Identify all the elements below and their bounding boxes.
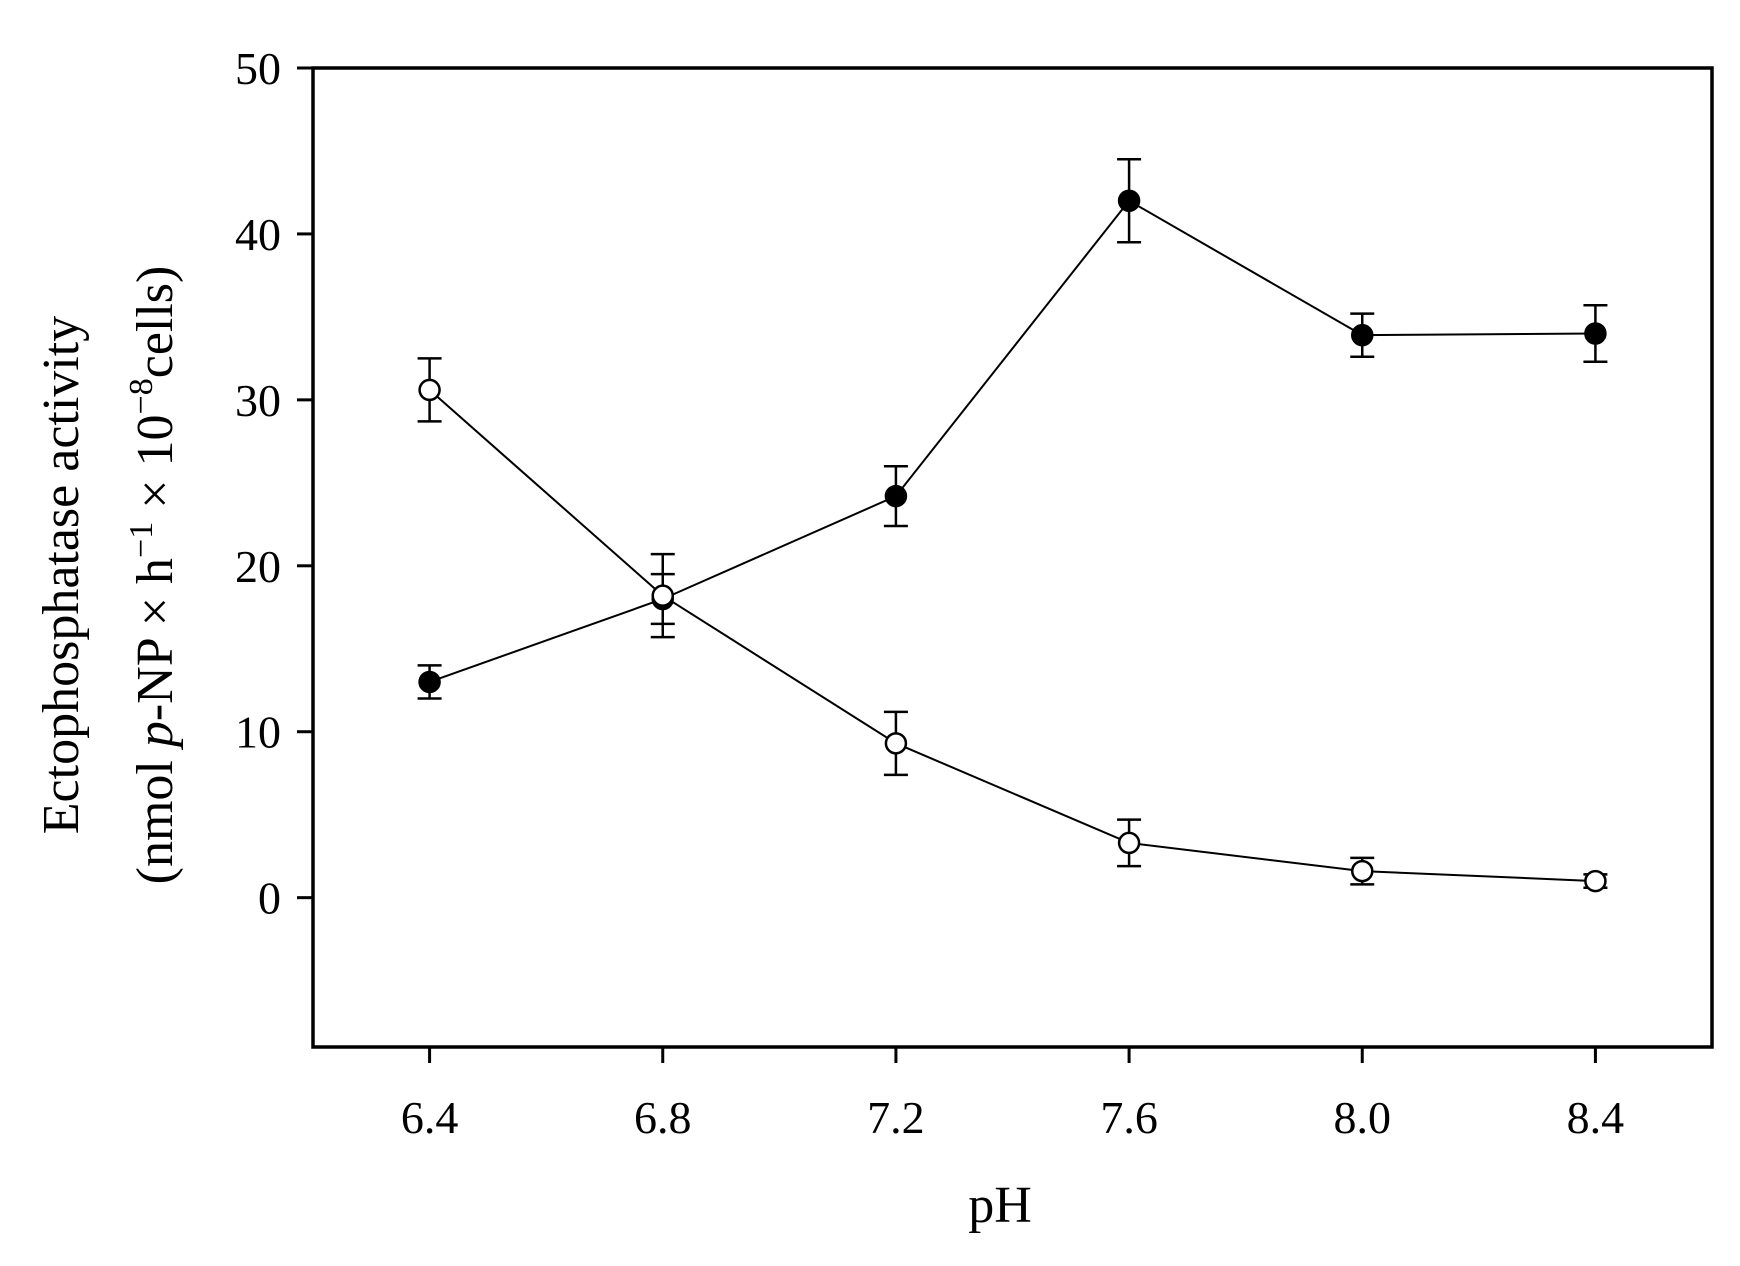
y-tick-label: 10 [235,707,281,758]
data-point [884,732,908,755]
x-tick-label: 6.8 [634,1092,692,1143]
data-point [1117,831,1141,855]
data-point [418,378,441,402]
y-tick-label: 20 [235,541,281,592]
plot-frame [311,66,1714,1049]
y-axis-title-line2: (nmol p-NP × h−1 × 10−8cells) [123,266,184,885]
data-point [651,584,674,607]
x-tick-label: 6.4 [401,1092,459,1143]
data-point [1584,869,1607,893]
series-line [429,199,1596,683]
x-tick-label: 7.2 [867,1092,925,1143]
x-tick-label: 7.6 [1100,1092,1158,1143]
x-tick-label: 8.4 [1567,1092,1625,1143]
x-tick-label: 8.0 [1334,1092,1392,1143]
y-tick-label: 50 [235,43,281,94]
data-point [884,484,908,508]
data-point [1584,322,1607,345]
y-tick-label: 0 [258,873,281,924]
data-point [1351,859,1374,883]
y-tick-label: 40 [235,209,281,260]
y-tick-label: 30 [235,375,281,426]
series-filled [417,158,1608,700]
series-line [428,389,1596,883]
data-point [1117,189,1141,212]
data-point [1351,323,1374,347]
y-axis-title-line1: Ectophosphatase activity [33,316,90,834]
x-axis-title: pH [968,1177,1032,1234]
series-open [417,357,1608,893]
data-point [418,670,441,694]
